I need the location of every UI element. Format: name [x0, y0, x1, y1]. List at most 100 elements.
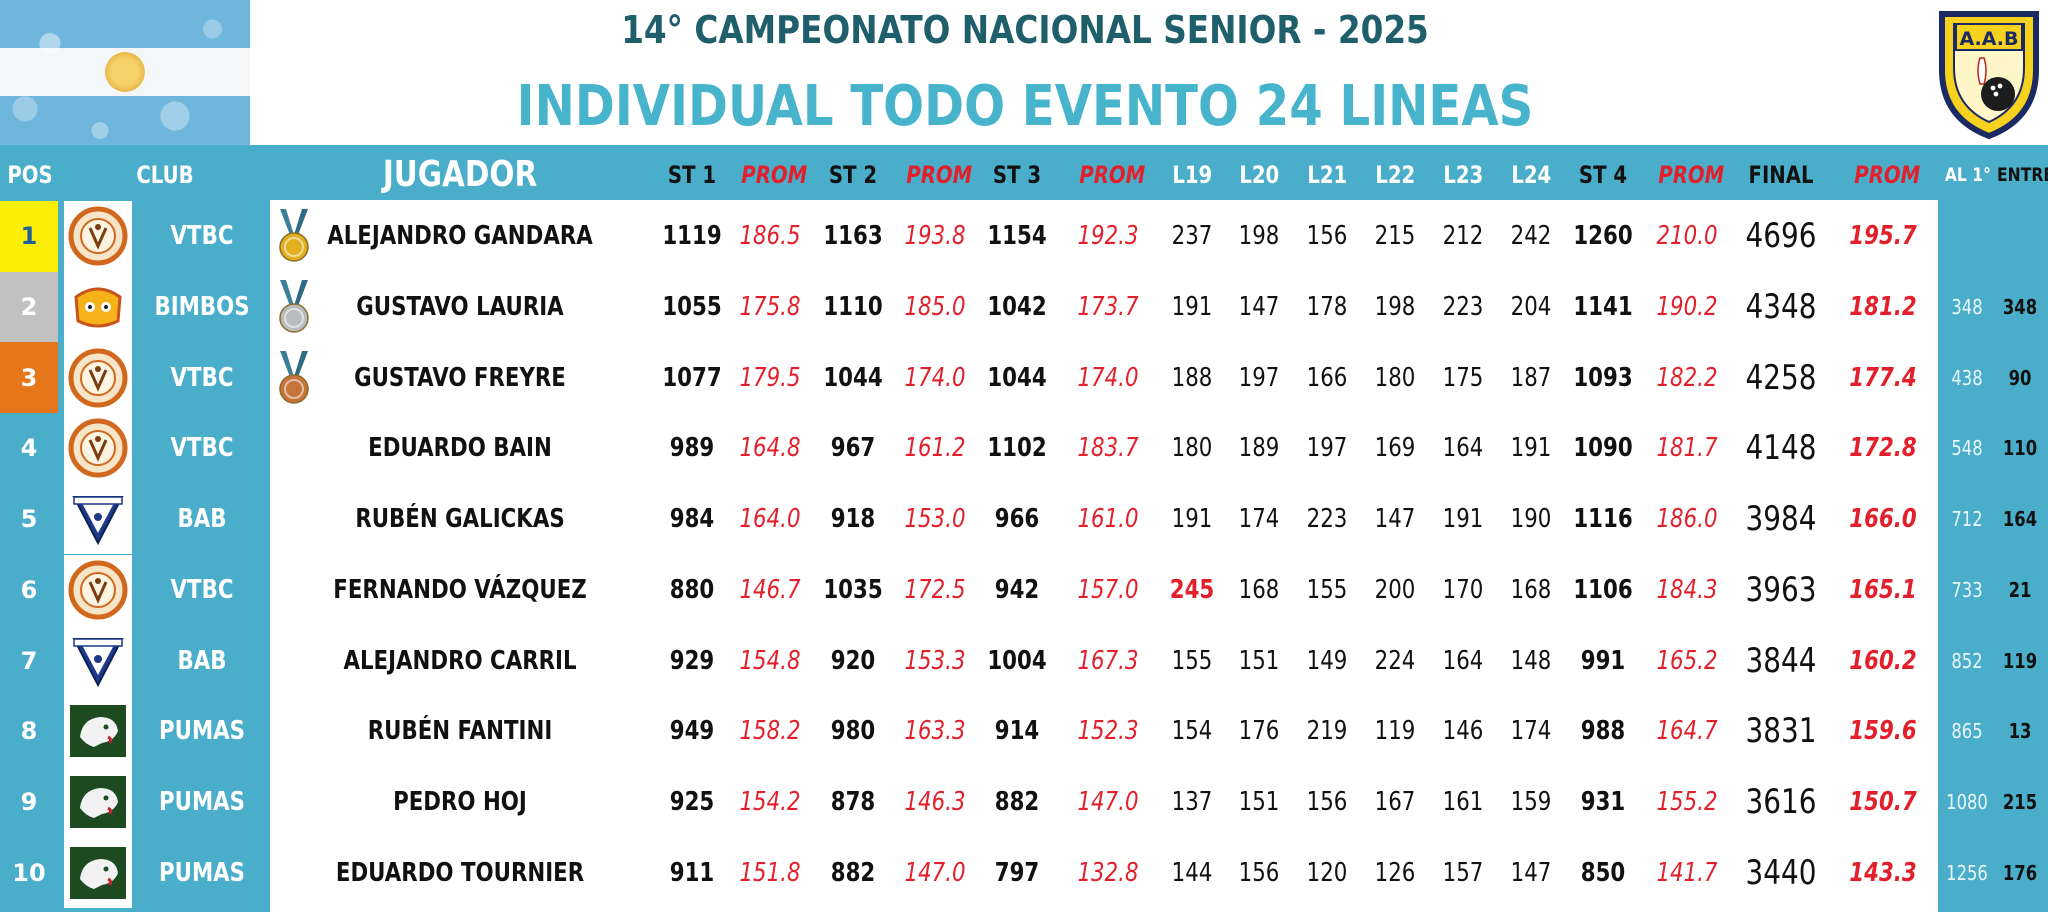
prom2-value: 172.5: [904, 574, 966, 605]
prom3-value: 152.3: [1077, 716, 1139, 747]
col-header-prom2: PROM: [906, 161, 973, 189]
prom-final-value: 160.2: [1849, 645, 1917, 676]
l23-value: 164: [1442, 645, 1484, 676]
entre-value: 348: [2002, 295, 2038, 320]
club-name: BAB: [177, 504, 227, 535]
col-header-st1: ST 1: [667, 161, 717, 189]
st4-value: 1090: [1573, 433, 1633, 464]
position-value: 1: [0, 201, 58, 272]
st4-value: 931: [1580, 786, 1626, 817]
st2-value: 878: [830, 786, 876, 817]
prom3-value: 157.0: [1077, 574, 1139, 605]
prom4-value: 155.2: [1656, 786, 1718, 817]
table-row: 9 PUMAS PEDRO HOJ 925 154.2 878 146.3 882 147.0 1…: [0, 766, 2048, 838]
table-row: 7 BAB ALEJANDRO CARRIL 929 154.8 920 153.3 1004…: [0, 625, 2048, 696]
argentina-flag: [0, 0, 250, 145]
pumas-logo: [64, 695, 132, 767]
prom1-value: 146.7: [739, 574, 801, 605]
prom1-value: 175.8: [739, 292, 801, 323]
col-header-player: JUGADOR: [382, 154, 538, 195]
club-name: BAB: [177, 645, 227, 676]
l24-value: 159: [1510, 786, 1552, 817]
position-value: 10: [12, 858, 46, 887]
l24-value: 148: [1510, 645, 1552, 676]
table-row: 1 VTBC ALEJANDRO GANDARA 1119 186.5 1163 193.8…: [0, 201, 2048, 272]
l22-value: 198: [1374, 292, 1416, 323]
st3-value: 1154: [987, 221, 1047, 252]
l24-value: 187: [1510, 362, 1552, 393]
l20-value: 147: [1238, 292, 1280, 323]
l24-value: 147: [1510, 857, 1552, 888]
st2-value: 967: [830, 433, 876, 464]
table-row: 4 VTBC EDUARDO BAIN 989 164.8 967 161.2 1102 183…: [0, 413, 2048, 484]
l21-value: 156: [1306, 221, 1348, 252]
l22-value: 224: [1374, 645, 1416, 676]
l24-value: 242: [1510, 221, 1552, 252]
prom2-value: 193.8: [904, 221, 966, 252]
l19-value: 155: [1171, 645, 1213, 676]
prom-final-value: 150.7: [1849, 786, 1917, 817]
col-header-l24: L24: [1511, 161, 1552, 189]
table-row: 2 BIMBOS GUSTAVO LAURIA 1055 175.8 1110 185.0 1…: [0, 271, 2048, 343]
l20-value: 151: [1238, 786, 1280, 817]
st3-value: 1102: [987, 433, 1047, 464]
table-row: 6 VTBC FERNANDO VÁZQUEZ 880 146.7 1035 172.5 94…: [0, 554, 2048, 626]
l19-value: 245: [1169, 574, 1215, 605]
prom-final-value: 143.3: [1849, 857, 1917, 888]
prom4-value: 141.7: [1656, 857, 1718, 888]
position-value: 8: [20, 717, 38, 746]
st1-value: 989: [669, 433, 715, 464]
pumas-logo: [64, 837, 132, 908]
al1-value: 1256: [1946, 860, 1988, 885]
prom2-value: 153.0: [904, 504, 966, 535]
prom4-value: 210.0: [1656, 221, 1718, 252]
l22-value: 126: [1374, 857, 1416, 888]
final-value: 4696: [1745, 216, 1817, 257]
final-value: 4258: [1745, 357, 1817, 398]
l23-value: 170: [1442, 574, 1484, 605]
st1-value: 1077: [662, 362, 722, 393]
prom-final-value: 195.7: [1849, 221, 1917, 252]
st4-value: 1106: [1573, 574, 1633, 605]
prom4-value: 165.2: [1656, 645, 1718, 676]
l20-value: 156: [1238, 857, 1280, 888]
st1-value: 911: [669, 857, 715, 888]
col-header-st2: ST 2: [828, 161, 878, 189]
svg-text:A.A.B: A.A.B: [1959, 28, 2018, 50]
st1-value: 1119: [662, 221, 722, 252]
prom-final-value: 181.2: [1849, 292, 1917, 323]
entre-value: 90: [2008, 365, 2032, 390]
prom3-value: 161.0: [1077, 504, 1139, 535]
al1-value: 548: [1951, 436, 1983, 461]
prom3-value: 147.0: [1077, 786, 1139, 817]
col-header-club: CLUB: [136, 161, 194, 189]
prom3-value: 132.8: [1077, 857, 1139, 888]
l19-value: 237: [1171, 221, 1213, 252]
entre-value: 21: [2008, 577, 2032, 602]
col-header-l21: L21: [1307, 161, 1348, 189]
l23-value: 146: [1442, 716, 1484, 747]
col-header-l19: L19: [1172, 161, 1213, 189]
l24-value: 191: [1510, 433, 1552, 464]
position-value: 6: [20, 575, 38, 604]
final-value: 4148: [1745, 428, 1817, 469]
l23-value: 223: [1442, 292, 1484, 323]
standings-table-body: [270, 200, 1938, 912]
vtbc-logo: [64, 342, 132, 414]
col-header-prom4: PROM: [1658, 161, 1725, 189]
final-value: 3831: [1745, 711, 1817, 752]
vtbc-logo: [64, 554, 132, 626]
final-value: 3963: [1745, 569, 1817, 610]
st3-value: 1004: [987, 645, 1047, 676]
prom3-value: 173.7: [1077, 292, 1139, 323]
l23-value: 175: [1442, 362, 1484, 393]
l22-value: 169: [1374, 433, 1416, 464]
entre-value: 215: [2002, 789, 2038, 814]
l19-value: 191: [1171, 292, 1213, 323]
club-name: BIMBOS: [154, 292, 250, 323]
player-name: FERNANDO VÁZQUEZ: [333, 574, 587, 605]
bab-logo: [64, 483, 132, 555]
l19-value: 191: [1171, 504, 1213, 535]
prom2-value: 146.3: [904, 786, 966, 817]
final-value: 3616: [1745, 781, 1817, 822]
